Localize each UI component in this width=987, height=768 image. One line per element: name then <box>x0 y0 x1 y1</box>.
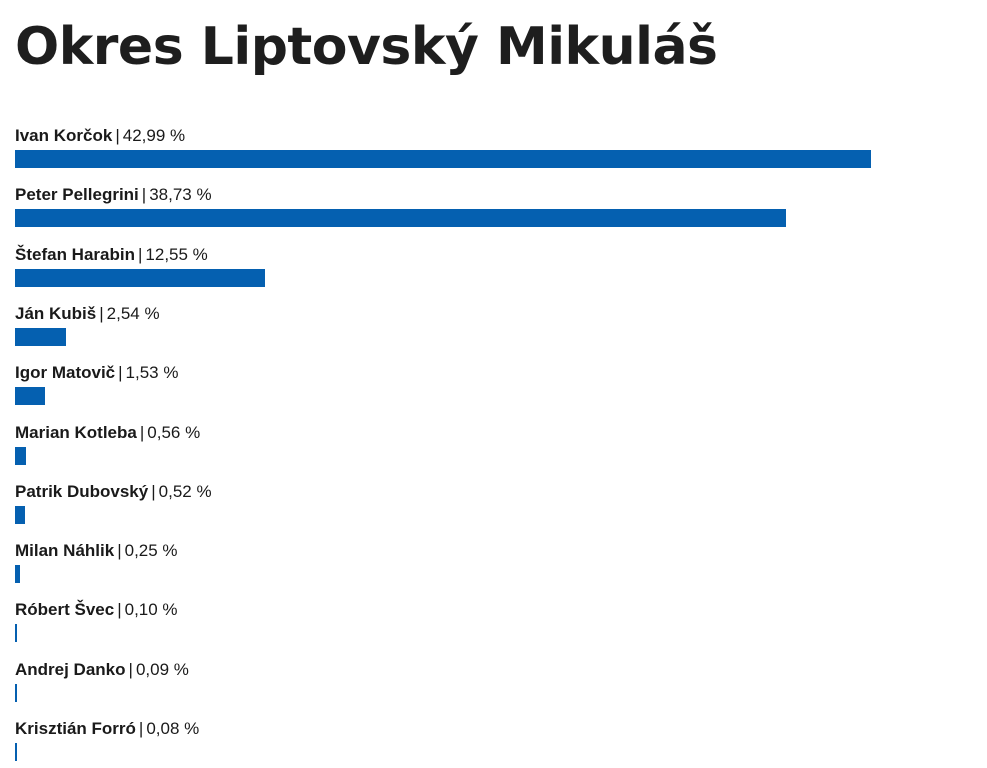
bar-row: Štefan Harabin | 12,55 % <box>15 244 975 294</box>
candidate-name: Róbert Švec <box>15 600 115 620</box>
candidate-name: Štefan Harabin <box>15 244 135 264</box>
candidate-name: Ján Kubiš <box>15 303 97 323</box>
bar <box>15 150 872 168</box>
bar <box>15 209 787 228</box>
bar <box>15 743 17 761</box>
value-label: 1,53 % <box>125 363 179 383</box>
bar-row: Milan Náhlik | 0,25 % <box>15 540 975 590</box>
bar <box>15 624 17 643</box>
bar-row: Ján Kubiš | 2,54 % <box>15 303 975 353</box>
candidate-name: Krisztián Forró <box>15 719 136 738</box>
bar <box>15 505 26 524</box>
bar-row: Patrik Dubovský | 0,52 % <box>15 481 975 531</box>
label-separator: | <box>99 303 104 323</box>
bar-row: Andrej Danko | 0,09 % <box>15 659 975 709</box>
label-separator: | <box>138 719 144 738</box>
value-label: 12,55 % <box>145 244 208 264</box>
bar-row: Ivan Korčok | 42,99 % <box>15 125 975 175</box>
value-label: 0,09 % <box>135 659 189 679</box>
bar-label: Peter Pellegrini | 38,73 % <box>15 184 212 206</box>
bar <box>15 327 66 346</box>
label-separator: | <box>117 541 122 561</box>
value-label: 0,25 % <box>124 541 178 561</box>
bar-label: Krisztián Forró | 0,08 % <box>15 718 199 740</box>
candidate-name: Milan Náhlik <box>15 541 115 561</box>
bar-row: Krisztián Forró | 0,08 % <box>15 718 975 768</box>
bar-row: Peter Pellegrini | 38,73 % <box>15 184 975 234</box>
bar-row: Róbert Švec | 0,10 % <box>15 599 975 649</box>
label-separator: | <box>118 363 123 383</box>
bar-label: Štefan Harabin | 12,55 % <box>15 244 208 266</box>
bar <box>15 683 17 702</box>
chart-title: Okres Liptovský Mikuláš <box>15 17 718 77</box>
candidate-name: Igor Matovič <box>15 363 116 383</box>
bar <box>15 387 46 406</box>
label-separator: | <box>115 126 120 145</box>
bar-row: Igor Matovič | 1,53 % <box>15 362 975 412</box>
bar <box>15 268 265 287</box>
bar-label: Róbert Švec | 0,10 % <box>15 599 178 621</box>
bar-row: Marian Kotleba | 0,56 % <box>15 422 975 472</box>
bar-label: Patrik Dubovský | 0,52 % <box>15 481 212 503</box>
candidate-name: Peter Pellegrini <box>15 185 139 205</box>
value-label: 0,08 % <box>146 719 200 738</box>
candidate-name: Marian Kotleba <box>15 422 137 442</box>
label-separator: | <box>139 422 145 442</box>
candidate-name: Ivan Korčok <box>15 126 113 145</box>
bar-label: Igor Matovič | 1,53 % <box>15 362 178 384</box>
label-separator: | <box>117 600 122 620</box>
label-separator: | <box>128 659 133 679</box>
bar <box>15 446 27 465</box>
bar <box>15 565 20 584</box>
label-separator: | <box>137 244 143 264</box>
value-label: 0,56 % <box>147 422 201 442</box>
candidate-name: Patrik Dubovský <box>15 481 149 501</box>
value-label: 0,10 % <box>124 600 178 620</box>
bar-label: Andrej Danko | 0,09 % <box>15 659 189 681</box>
value-label: 2,54 % <box>106 303 160 323</box>
label-separator: | <box>141 185 147 205</box>
value-label: 42,99 % <box>122 126 186 145</box>
bar-label: Ivan Korčok | 42,99 % <box>15 125 185 147</box>
label-separator: | <box>151 481 156 501</box>
value-label: 0,52 % <box>158 481 212 501</box>
bar-label: Milan Náhlik | 0,25 % <box>15 540 178 562</box>
candidate-name: Andrej Danko <box>15 659 126 679</box>
bar-label: Ján Kubiš | 2,54 % <box>15 303 160 325</box>
bar-label: Marian Kotleba | 0,56 % <box>15 422 200 444</box>
value-label: 38,73 % <box>149 185 212 205</box>
